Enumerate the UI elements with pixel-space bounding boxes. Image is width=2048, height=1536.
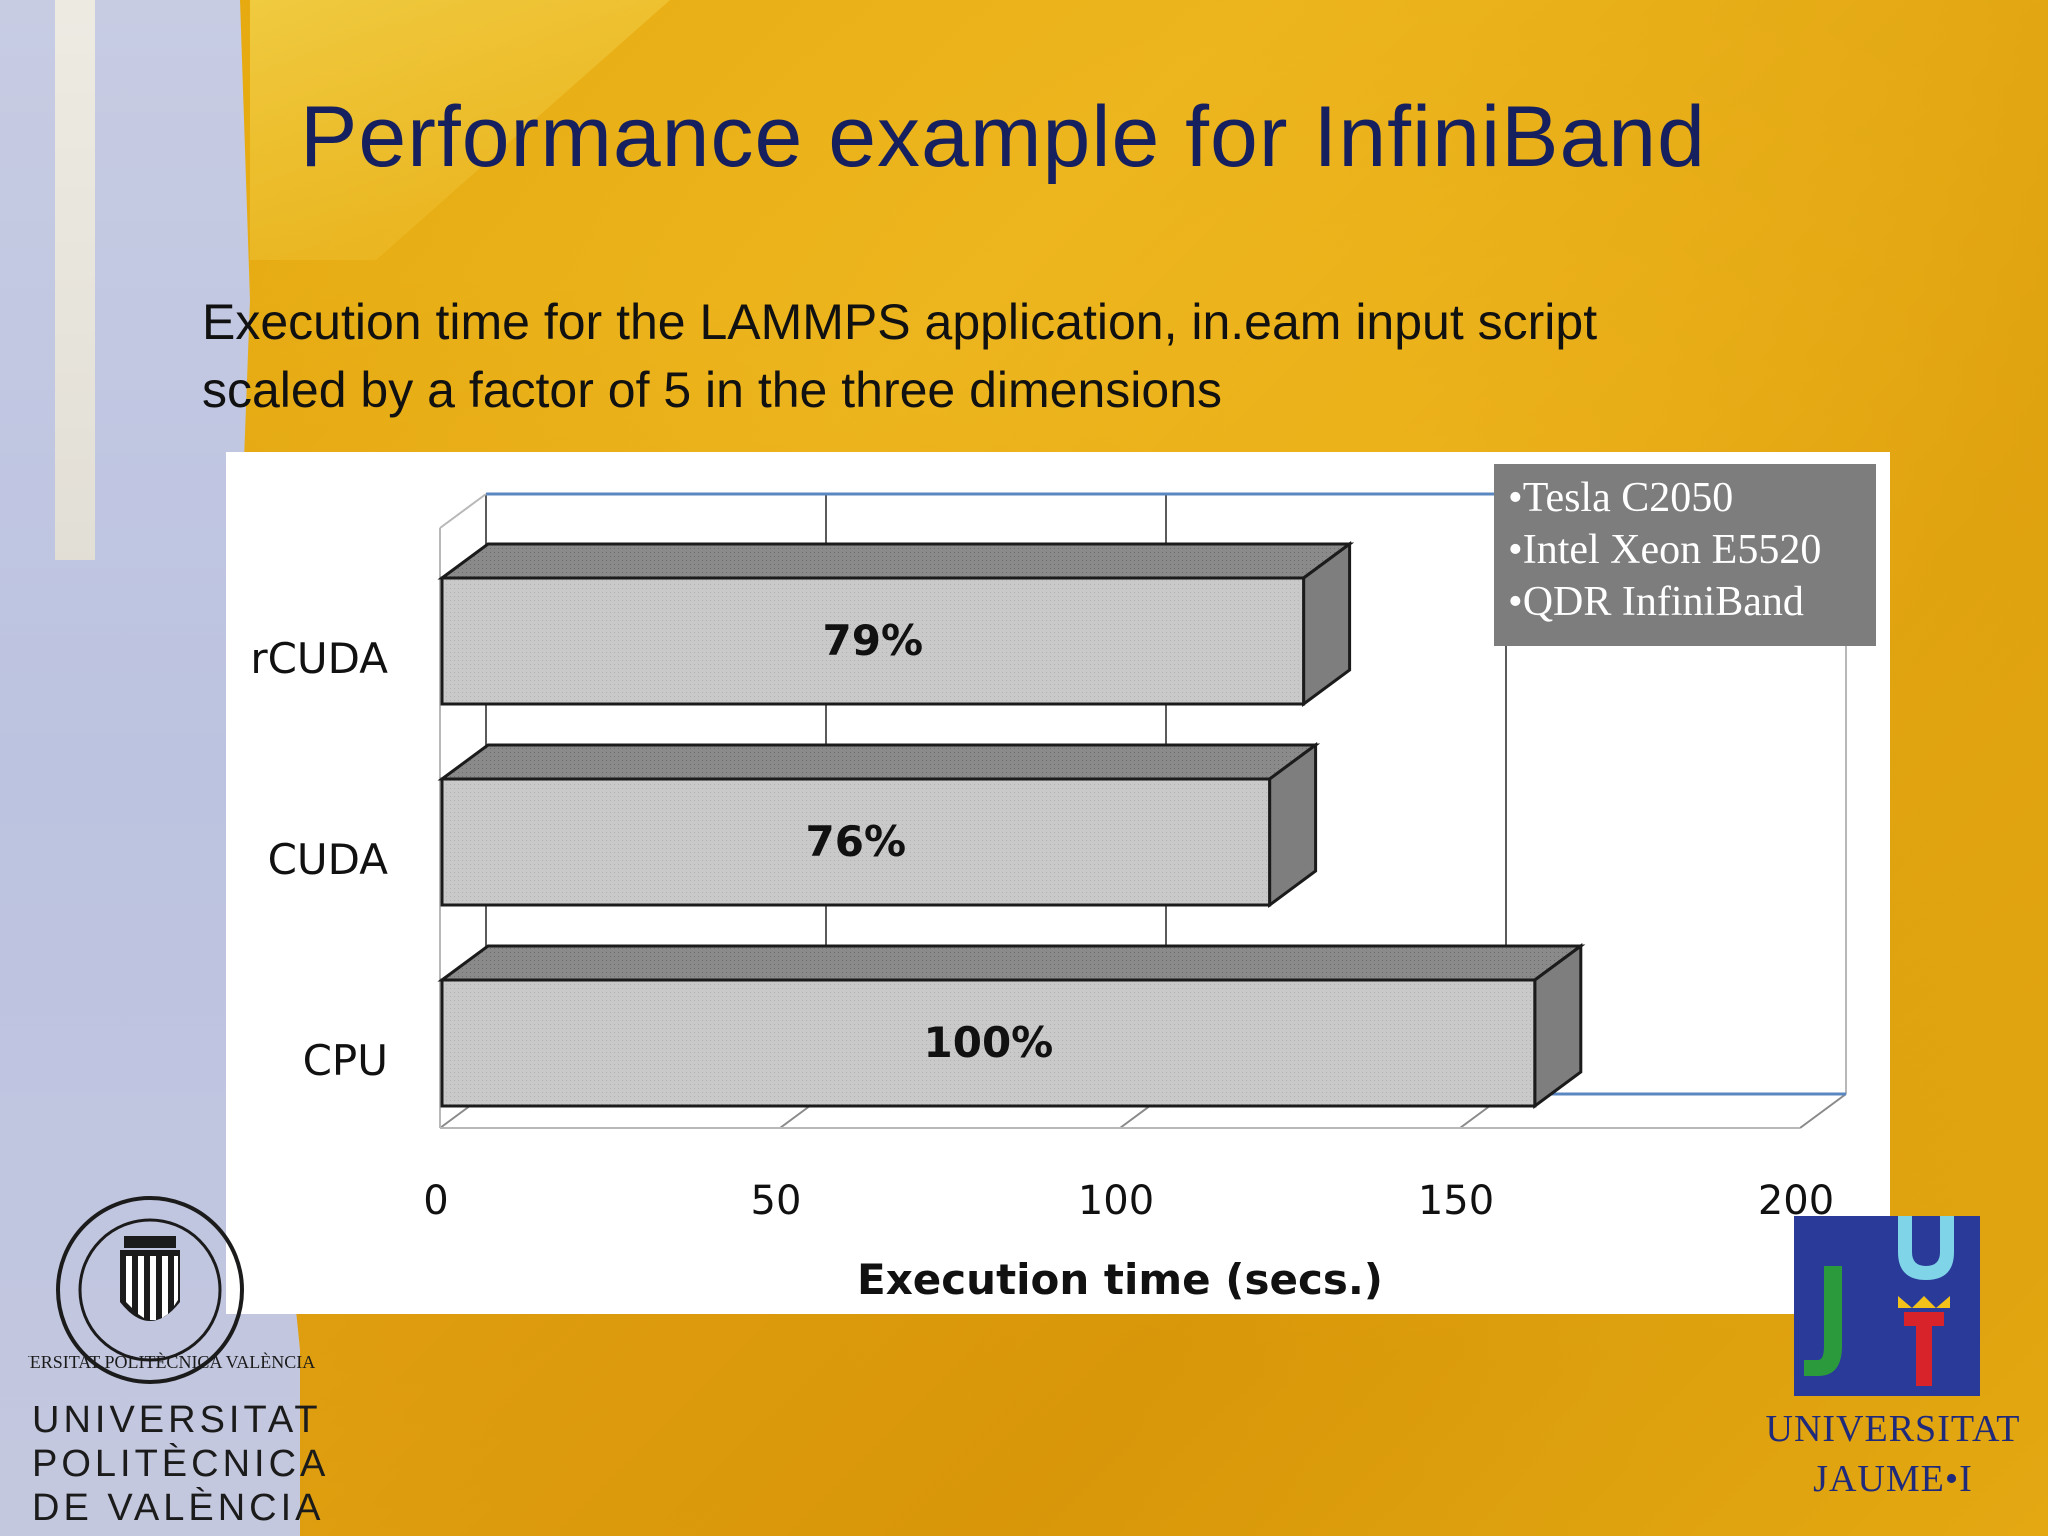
bar bbox=[440, 978, 1537, 1108]
upv-seal-logo: UNIVERSITAT POLITÈCNICA VALÈNCIA bbox=[28, 1196, 315, 1384]
bar-data-label: 76% bbox=[806, 817, 907, 866]
bar-top-face bbox=[437, 743, 1321, 781]
side-wall-top bbox=[439, 493, 487, 529]
bar bbox=[440, 777, 1272, 907]
x-tick-label: 100 bbox=[1078, 1178, 1154, 1224]
category-label: rCUDA bbox=[250, 634, 388, 683]
legend-item: •Intel Xeon E5520 bbox=[1508, 527, 1822, 573]
uji-line-1: UNIVERSITAT bbox=[1765, 1408, 2021, 1450]
upv-line-1: UNIVERSITAT bbox=[32, 1399, 322, 1441]
x-tick-label: 150 bbox=[1418, 1178, 1494, 1224]
seal-text: UNIVERSITAT POLITÈCNICA VALÈNCIA bbox=[28, 1351, 315, 1372]
upv-line-2: POLITÈCNICA bbox=[32, 1443, 330, 1485]
bar-top-face bbox=[437, 944, 1586, 982]
x-axis-title: Execution time (secs.) bbox=[857, 1255, 1383, 1304]
floor-line bbox=[1799, 1093, 1847, 1129]
bar-data-label: 100% bbox=[924, 1018, 1054, 1067]
uji-wordmark: UNIVERSITAT JAUME•I bbox=[1748, 1404, 2038, 1504]
legend-item: •Tesla C2050 bbox=[1508, 475, 1734, 521]
upv-line-3: DE VALÈNCIA bbox=[32, 1487, 325, 1529]
bar-data-label: 79% bbox=[823, 616, 924, 665]
bar-top-face bbox=[437, 542, 1355, 580]
subtitle-line-1: Execution time for the LAMMPS applicatio… bbox=[202, 294, 1598, 350]
bar bbox=[440, 576, 1306, 706]
upv-wordmark: UNIVERSITAT POLITÈCNICA DE VALÈNCIA bbox=[32, 1398, 329, 1530]
slide-subtitle: Execution time for the LAMMPS applicatio… bbox=[202, 288, 1982, 424]
uji-line-2: JAUME•I bbox=[1813, 1458, 1973, 1500]
chart-legend: •Tesla C2050 •Intel Xeon E5520 •QDR Infi… bbox=[1494, 464, 1876, 646]
background-stripe bbox=[55, 0, 95, 560]
chart-bars bbox=[437, 541, 1586, 1109]
uji-emblem-logo bbox=[1794, 1216, 1980, 1396]
subtitle-line-2: scaled by a factor of 5 in the three dim… bbox=[202, 362, 1223, 418]
category-label: CUDA bbox=[268, 835, 389, 884]
x-tick-label: 50 bbox=[751, 1178, 802, 1224]
slide-title: Performance example for InfiniBand bbox=[300, 89, 1706, 185]
x-tick-label: 0 bbox=[423, 1178, 448, 1224]
category-label: CPU bbox=[303, 1036, 388, 1085]
legend-item: •QDR InfiniBand bbox=[1508, 579, 1804, 625]
chart-panel: 79% rCUDA 76% CUDA 100% CPU 0 50 100 150 200 Execut… bbox=[226, 452, 1890, 1314]
